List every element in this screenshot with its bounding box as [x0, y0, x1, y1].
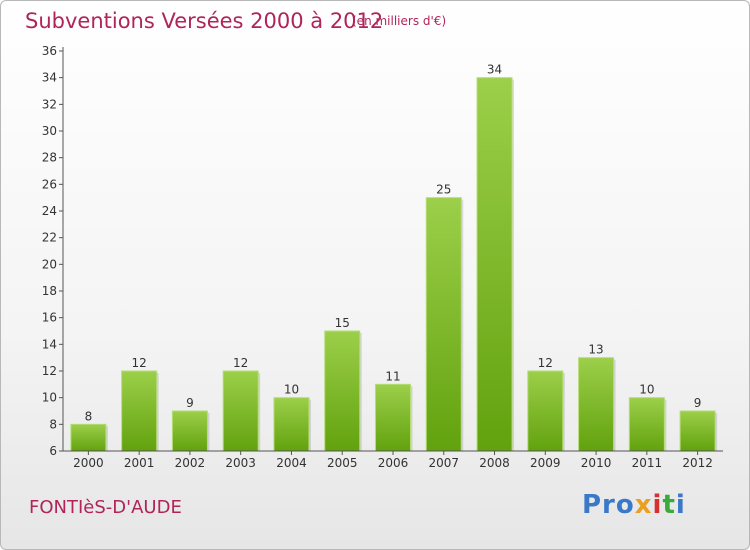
bar-value-label: 15 — [335, 316, 350, 330]
y-tick-label: 20 — [42, 257, 57, 271]
x-tick-label: 2003 — [225, 456, 256, 470]
bar-value-label: 9 — [186, 396, 194, 410]
bar-2001 — [121, 370, 158, 452]
bar-value-label: 9 — [694, 396, 702, 410]
bar-2012 — [679, 410, 716, 452]
y-tick-label: 16 — [42, 311, 57, 325]
y-tick-label: 8 — [49, 417, 57, 431]
x-tick-label: 2007 — [428, 456, 459, 470]
y-tick-label: 10 — [42, 391, 57, 405]
bar-value-label: 11 — [385, 369, 400, 383]
bar-2004 — [273, 397, 310, 452]
logo-part: i — [652, 490, 663, 520]
x-tick-label: 2000 — [73, 456, 104, 470]
place-name: FONTIèS-D'AUDE — [29, 497, 182, 518]
bar-2006 — [375, 383, 411, 452]
x-tick-label: 2005 — [327, 456, 358, 470]
bar-value-label: 25 — [436, 183, 451, 197]
bar-value-label: 12 — [233, 356, 248, 370]
x-axis: 2000 2001 2002 2003 2004 2005 2006 2007 2008 2009… — [63, 450, 723, 470]
proxiti-logo: Proxiti — [582, 490, 686, 520]
y-tick-label: 6 — [49, 444, 57, 458]
y-tick-label: 24 — [42, 204, 57, 218]
x-tick-label: 2010 — [581, 456, 612, 470]
y-tick-label: 36 — [42, 44, 57, 58]
x-tick-label: 2004 — [276, 456, 307, 470]
x-tick-label: 2002 — [175, 456, 206, 470]
logo-part: t — [662, 490, 676, 520]
chart-unit: (en milliers d'€) — [352, 14, 447, 28]
x-tick-label: 2012 — [682, 456, 713, 470]
y-tick-label: 22 — [42, 231, 57, 245]
bar-value-label: 13 — [588, 343, 603, 357]
y-tick-label: 12 — [42, 364, 57, 378]
bar-2010 — [578, 357, 615, 452]
x-tick-label: 2001 — [124, 456, 155, 470]
bar-2007 — [425, 197, 462, 452]
x-tick-label: 2006 — [378, 456, 409, 470]
x-tick-label: 2008 — [479, 456, 510, 470]
chart-title: Subventions Versées 2000 à 2012 — [25, 9, 384, 33]
y-tick-label: 30 — [42, 124, 57, 138]
bar-2003 — [222, 370, 259, 452]
bar-value-label: 12 — [538, 356, 553, 370]
bar-value-label: 8 — [85, 409, 93, 423]
bar-2005 — [324, 330, 361, 452]
y-tick-label: 26 — [42, 177, 57, 191]
y-axis: 6 8 10 12 14 16 18 20 22 24 26 28 30 32 34 36 — [42, 44, 64, 458]
bar-value-label: 34 — [487, 63, 502, 77]
logo-part: x — [634, 490, 653, 520]
bar-value-label: 10 — [639, 383, 654, 397]
bar-2009 — [527, 370, 564, 452]
logo-part: Pro — [582, 490, 635, 520]
y-tick-label: 32 — [42, 97, 57, 111]
y-tick-label: 18 — [42, 284, 57, 298]
y-tick-label: 28 — [42, 151, 57, 165]
y-tick-label: 34 — [42, 71, 57, 85]
bar-2008 — [476, 77, 513, 452]
x-tick-label: 2009 — [530, 456, 561, 470]
bar-2000 — [70, 423, 107, 452]
y-tick-label: 14 — [42, 337, 57, 351]
bar-2011 — [628, 397, 665, 452]
x-tick-label: 2011 — [632, 456, 663, 470]
bar-value-label: 12 — [132, 356, 147, 370]
bar-value-label: 10 — [284, 383, 299, 397]
bar-series: 8 12 9 12 10 15 11 25 34 12 13 10 9 — [70, 63, 718, 452]
logo-part: i — [675, 490, 686, 520]
bar-2002 — [171, 410, 208, 452]
